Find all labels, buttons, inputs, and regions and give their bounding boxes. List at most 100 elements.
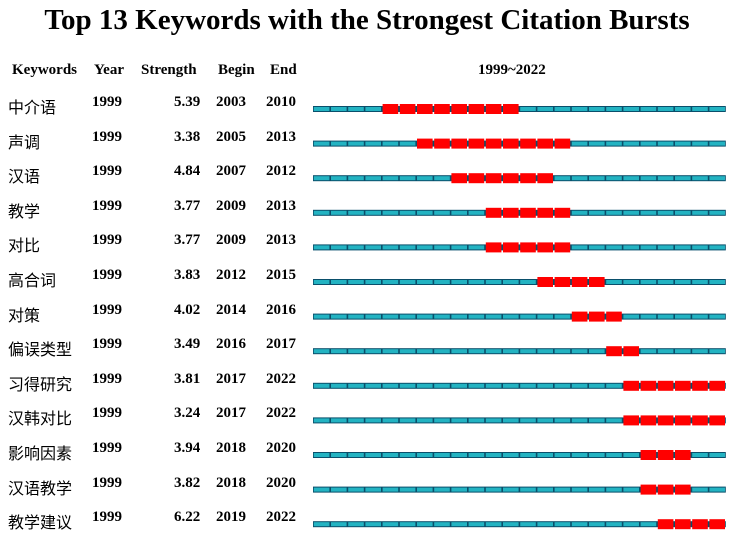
- timeline-segment: [640, 314, 657, 319]
- timeline-segment: [434, 349, 450, 354]
- timeline-segment: [589, 141, 605, 146]
- begin-cell: 2018: [216, 440, 246, 456]
- end-cell: 2013: [266, 232, 296, 249]
- timeline-segment: [399, 280, 416, 284]
- timeline-segment: [417, 314, 433, 319]
- end-cell: 2013: [266, 197, 296, 214]
- burst-segment: [675, 484, 691, 495]
- timeline-segment: [554, 522, 571, 527]
- timeline-segment: [382, 418, 399, 423]
- burst-segment: [657, 380, 674, 391]
- timeline-segment: [537, 487, 553, 492]
- timeline-segment: [675, 176, 691, 181]
- timeline-segment: [623, 245, 639, 250]
- timeline-segment: [365, 418, 381, 423]
- timeline-segment: [451, 245, 467, 250]
- timeline-segment: [313, 418, 330, 423]
- timeline-segment: [434, 280, 450, 284]
- timeline-segment: [434, 487, 450, 492]
- timeline-segment: [640, 522, 657, 527]
- timeline-segment: [520, 280, 536, 284]
- timeline-band: [313, 244, 726, 251]
- timeline-segment: [692, 453, 708, 457]
- begin-cell: 2003: [216, 94, 246, 110]
- timeline-band: [313, 313, 726, 320]
- timeline-band: [313, 452, 726, 458]
- timeline-segment: [503, 314, 519, 319]
- strength-cell: 3.83: [174, 267, 201, 283]
- timeline-segment: [348, 453, 364, 457]
- timeline-segment: [709, 487, 725, 492]
- burst-segment: [606, 346, 622, 357]
- timeline-band: [313, 209, 726, 216]
- timeline-segment: [709, 176, 725, 181]
- strength-cell: 6.22: [174, 509, 201, 526]
- timeline-segment: [606, 383, 622, 388]
- keyword-cell: 习得研究: [8, 374, 73, 394]
- timeline-segment: [623, 280, 639, 284]
- timeline-segment: [451, 383, 467, 388]
- timeline-segment: [589, 418, 605, 423]
- begin-cell: 2017: [216, 370, 246, 387]
- timeline-segment: [709, 141, 725, 146]
- timeline-segment: [399, 176, 416, 181]
- burst-segment: [692, 519, 708, 530]
- timeline-segment: [331, 522, 347, 527]
- chart-title: Top 13 Keywords with the Strongest Citat…: [44, 4, 690, 36]
- timeline-segment: [365, 383, 381, 388]
- burst-segment: [675, 450, 691, 460]
- timeline-segment: [331, 141, 347, 146]
- timeline-segment: [451, 314, 467, 319]
- timeline-segment: [434, 453, 450, 457]
- timeline-segment: [657, 141, 674, 146]
- timeline-segment: [571, 349, 588, 354]
- timeline-segment: [657, 349, 674, 354]
- burst-segment: [657, 519, 674, 530]
- burst-segment: [451, 173, 467, 184]
- timeline-segment: [571, 418, 588, 423]
- timeline-segment: [623, 314, 639, 319]
- keyword-cell: 教学: [8, 201, 41, 221]
- timeline-segment: [692, 107, 708, 111]
- burst-segment: [485, 207, 502, 218]
- timeline-segment: [331, 280, 347, 284]
- timeline-segment: [589, 349, 605, 354]
- burst-segment: [554, 277, 571, 287]
- timeline-segment: [554, 176, 571, 181]
- timeline-segment: [382, 522, 399, 527]
- timeline-segment: [365, 210, 381, 215]
- timeline-segment: [503, 522, 519, 527]
- burst-segment: [657, 415, 674, 426]
- strength-cell: 3.81: [174, 370, 201, 387]
- timeline-segment: [709, 453, 725, 457]
- timeline-segment: [434, 176, 450, 181]
- timeline-segment: [399, 418, 416, 423]
- timeline-segment: [606, 280, 622, 284]
- burst-segment: [589, 311, 605, 322]
- timeline-segment: [348, 522, 364, 527]
- timeline-segment: [503, 418, 519, 423]
- timeline-segment: [657, 280, 674, 284]
- strength-cell: 3.77: [174, 197, 201, 214]
- timeline-segment: [331, 487, 347, 492]
- begin-cell: 2017: [216, 405, 246, 422]
- timeline-segment: [313, 453, 330, 457]
- timeline-segment: [692, 141, 708, 146]
- year-cell: 1999: [92, 440, 122, 456]
- timeline-segment: [313, 383, 330, 388]
- end-cell: 2013: [266, 128, 296, 145]
- year-cell: 1999: [92, 370, 122, 387]
- keyword-cell: 偏误类型: [8, 340, 73, 360]
- timeline-segment: [313, 107, 330, 111]
- end-cell: 2012: [266, 163, 296, 180]
- timeline-segment: [382, 141, 399, 146]
- timeline-segment: [606, 176, 622, 181]
- burst-segment: [417, 138, 433, 149]
- timeline-band: [313, 382, 726, 389]
- timeline-segment: [571, 487, 588, 492]
- timeline-segment: [571, 383, 588, 388]
- timeline-segment: [675, 280, 691, 284]
- timeline-segment: [554, 418, 571, 423]
- begin-cell: 2007: [216, 163, 246, 180]
